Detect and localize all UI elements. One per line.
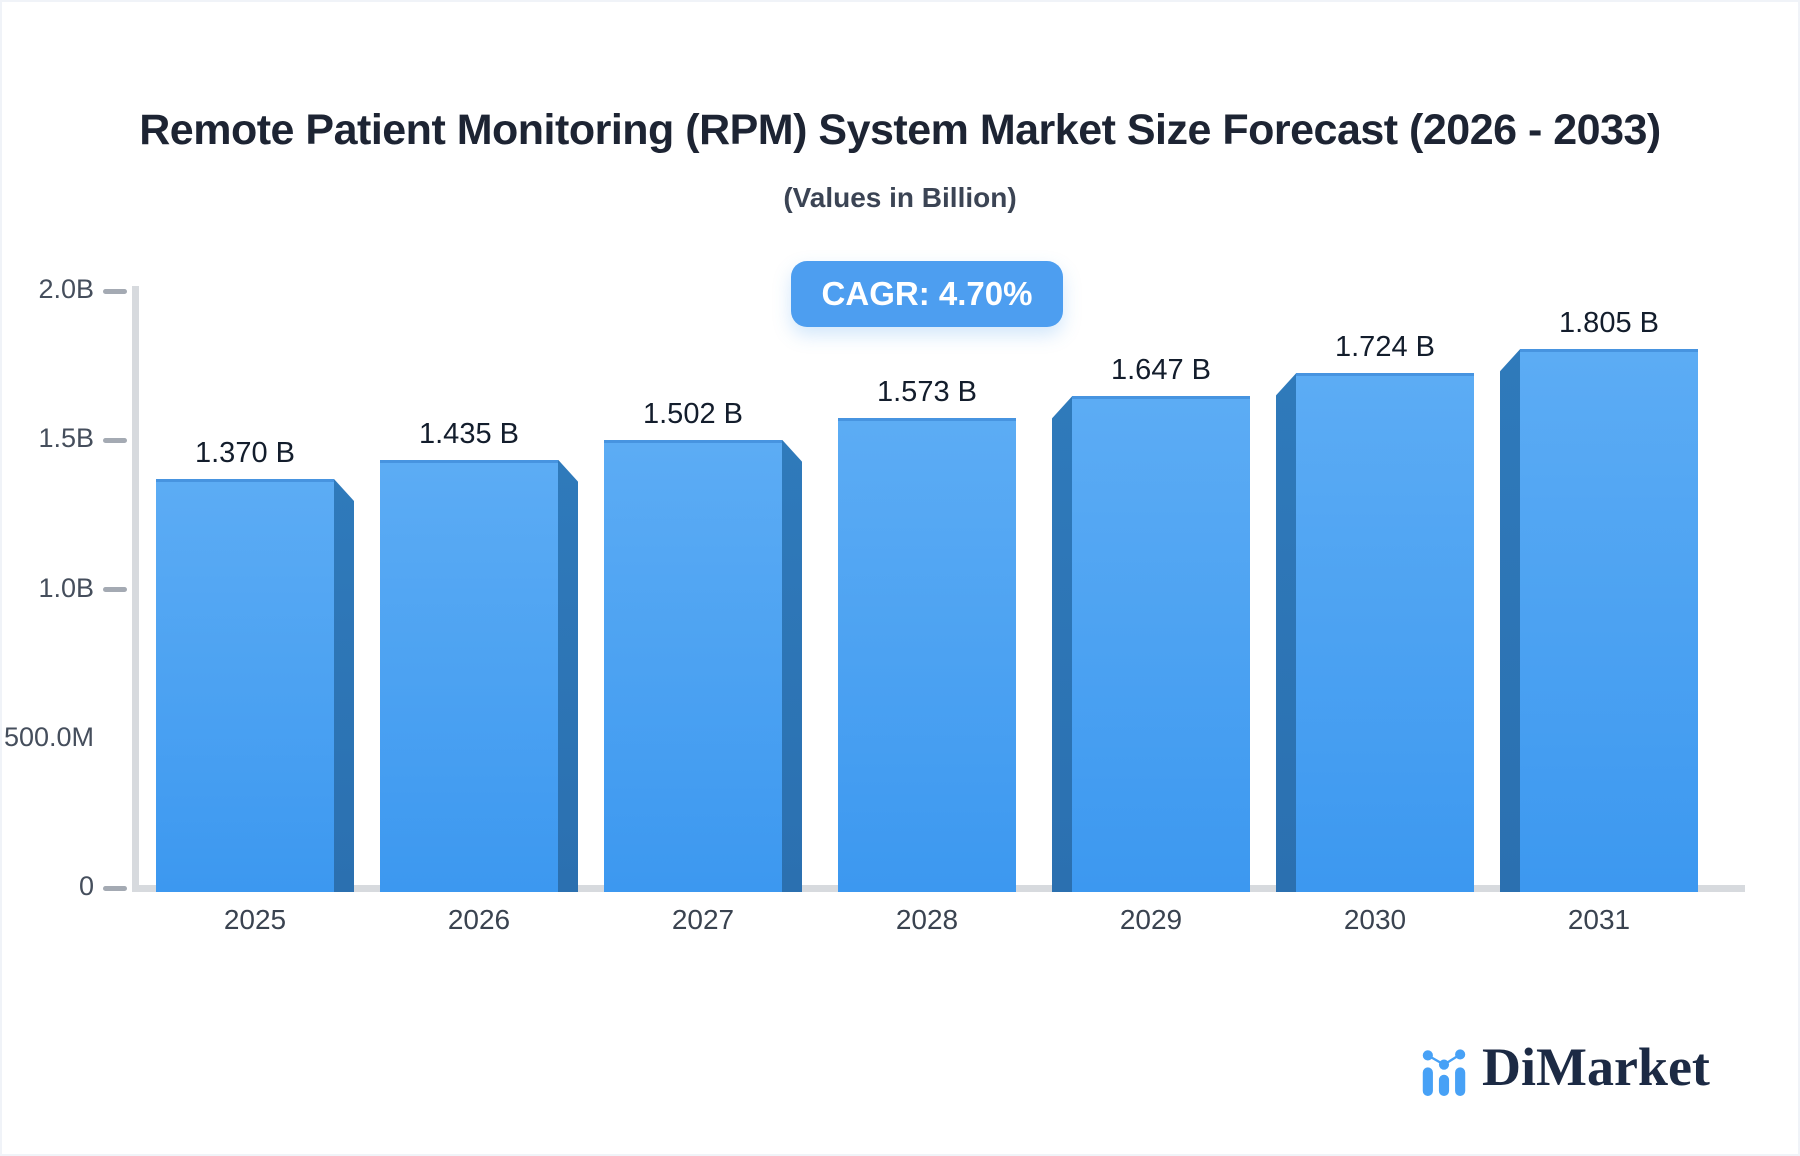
bar-2029 [1072,396,1250,892]
bar-2027 [604,439,782,892]
bar-2028 [838,418,1016,892]
y-axis-line [132,286,139,892]
x-tick-label-2030: 2030 [1343,904,1407,935]
chart-title: Remote Patient Monitoring (RPM) System M… [139,106,1661,154]
brand-name: DiMarket [1482,1037,1710,1097]
y-tick-label: 500.0M [3,721,94,752]
bar-2031 [1520,349,1698,892]
y-tick-label: 1.0B [38,572,94,603]
bar-2026 [380,459,558,892]
bar-2026-side [558,459,578,892]
value-label-2030: 1.724 B [1335,331,1435,364]
value-label-2027: 1.502 B [643,397,743,430]
bar-2029-side [1052,396,1072,892]
value-label-2026: 1.435 B [419,417,519,450]
value-label-2029: 1.647 B [1111,354,1211,387]
y-tick-label: 1.5B [38,423,94,454]
x-tick-label-2027: 2027 [671,904,735,935]
bar-line-chart-logo-icon [1422,1049,1466,1096]
y-tick-dash [103,885,127,891]
y-tick-dash [103,437,127,443]
bar-2025-side [334,479,354,892]
value-label-2025: 1.370 B [195,437,295,470]
y-tick-dash [103,587,127,592]
bar-2027-side [782,439,802,892]
y-tick-dash [103,288,127,294]
x-tick-label-2025: 2025 [223,904,287,935]
x-tick-label-2031: 2031 [1567,904,1631,935]
y-tick-label: 2.0B [38,274,94,304]
value-label-2028: 1.573 B [877,376,977,409]
bar-2030-side [1276,373,1296,892]
chart-subtitle: (Values in Billion) [783,182,1017,213]
x-tick-label-2029: 2029 [1119,904,1183,935]
bar-2030 [1296,373,1474,892]
x-tick-label-2026: 2026 [447,904,511,935]
bar-2025 [156,479,334,892]
brand-logo: DiMarket [1420,1038,1770,1108]
x-tick-label-2028: 2028 [895,904,959,935]
cagr-badge: CAGR: 4.70% [791,261,1063,327]
y-tick-label: 0 [78,871,94,901]
bar-2031-side [1500,349,1520,892]
value-label-2031: 1.805 B [1559,307,1659,340]
